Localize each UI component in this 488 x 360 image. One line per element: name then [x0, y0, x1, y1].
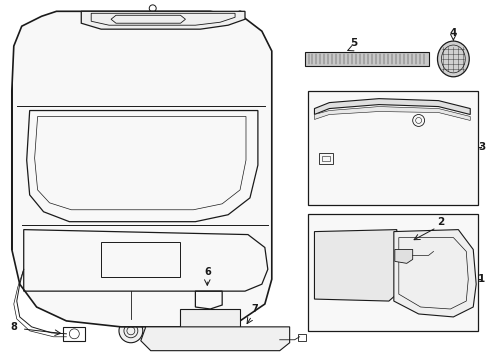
Polygon shape: [394, 249, 412, 264]
Polygon shape: [314, 107, 469, 121]
Bar: [343, 237, 347, 296]
Bar: [366, 237, 371, 296]
Polygon shape: [180, 309, 240, 327]
Bar: [165, 332, 173, 348]
Bar: [63, 327, 85, 341]
Bar: [307, 91, 477, 205]
Ellipse shape: [437, 41, 468, 77]
Text: 6: 6: [203, 267, 210, 277]
Bar: [175, 332, 183, 348]
Bar: [185, 332, 193, 348]
Bar: [335, 237, 340, 296]
Polygon shape: [314, 99, 469, 114]
Text: 2: 2: [436, 217, 443, 227]
Bar: [358, 237, 364, 296]
Polygon shape: [393, 230, 475, 317]
Polygon shape: [314, 230, 396, 301]
Polygon shape: [141, 327, 289, 351]
Text: 4: 4: [449, 28, 456, 38]
Circle shape: [119, 319, 142, 343]
Text: 7: 7: [251, 304, 258, 314]
Bar: [304, 52, 427, 66]
Bar: [322, 156, 330, 161]
Bar: [200, 332, 208, 348]
Bar: [319, 153, 333, 164]
Polygon shape: [81, 11, 244, 29]
Text: 1: 1: [477, 274, 484, 284]
Text: 8: 8: [10, 322, 17, 332]
Bar: [350, 237, 355, 296]
Bar: [374, 237, 379, 296]
Bar: [319, 237, 324, 296]
Text: 5: 5: [350, 38, 357, 48]
Bar: [326, 237, 332, 296]
Bar: [307, 214, 477, 331]
Polygon shape: [12, 11, 271, 327]
Bar: [297, 334, 305, 341]
Bar: [155, 332, 163, 348]
Bar: [382, 237, 387, 296]
Bar: [432, 252, 440, 258]
Text: 3: 3: [477, 142, 484, 152]
